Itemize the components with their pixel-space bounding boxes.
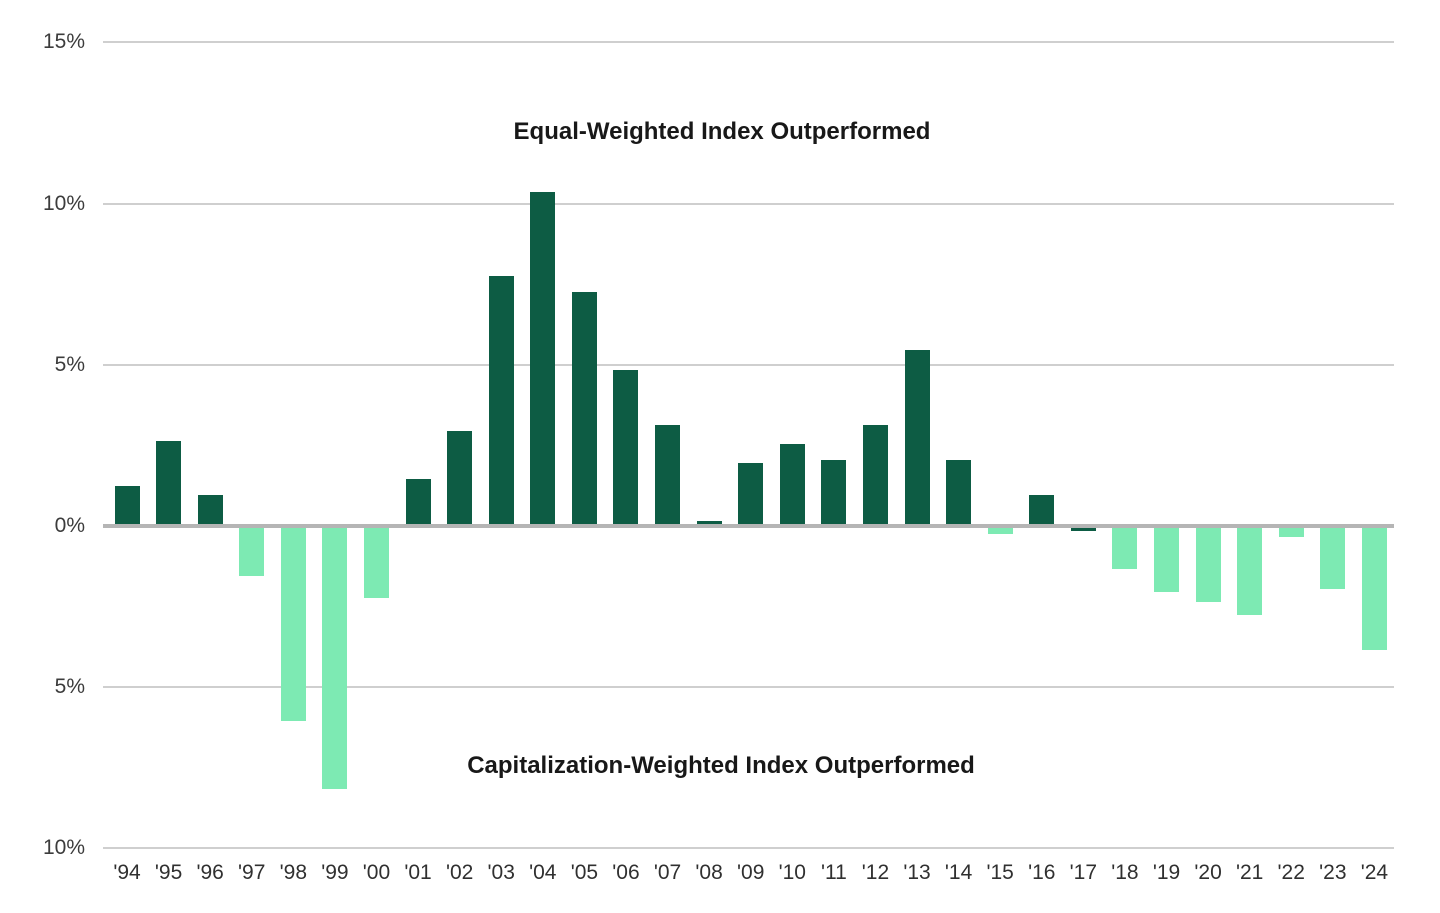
x-tick-label: '97	[238, 861, 266, 884]
y-tick-label: 10%	[42, 836, 85, 860]
bar-12	[862, 424, 888, 525]
bar-20	[1195, 527, 1221, 602]
x-tick-label: '98	[279, 861, 307, 884]
bar-11	[821, 460, 847, 525]
annotation-cap-weighted-outperformed: Capitalization-Weighted Index Outperform…	[467, 752, 975, 779]
bar-96	[197, 495, 223, 525]
bar-94	[114, 485, 140, 525]
gridline-5%-pos	[103, 363, 1394, 366]
x-tick-label: '99	[321, 861, 349, 884]
bar-02	[447, 431, 473, 525]
bar-17	[1070, 527, 1096, 531]
bar-03	[488, 276, 514, 525]
gridline-10%-pos	[103, 202, 1394, 205]
bar-95	[156, 440, 182, 525]
bar-15	[987, 527, 1013, 534]
x-tick-label: '07	[653, 861, 682, 884]
gridline-15%-pos	[103, 41, 1394, 44]
x-tick-label: '95	[154, 861, 183, 884]
bar-08	[696, 521, 722, 525]
x-tick-label: '15	[986, 861, 1014, 884]
x-tick-label: '06	[612, 861, 640, 884]
x-tick-label: '03	[487, 861, 515, 884]
x-tick-label: '02	[445, 861, 474, 884]
y-tick-label: 5%	[54, 675, 85, 699]
bar-97	[239, 527, 265, 576]
x-tick-label: '10	[778, 861, 806, 884]
bar-14	[946, 460, 972, 525]
bar-00	[363, 527, 389, 599]
x-tick-label: '17	[1069, 861, 1098, 884]
y-tick-label: 15%	[42, 30, 85, 54]
x-tick-label: '23	[1319, 861, 1347, 884]
x-tick-label: '96	[196, 861, 224, 884]
bar-05	[571, 292, 597, 525]
bar-99	[322, 527, 348, 789]
bar-24	[1361, 527, 1387, 650]
x-tick-label: '22	[1277, 861, 1305, 884]
bar-07	[655, 424, 681, 525]
bar-22	[1278, 527, 1304, 538]
bar-23	[1320, 527, 1346, 589]
x-tick-label: '04	[529, 861, 557, 884]
x-tick-label: '05	[570, 861, 599, 884]
x-tick-label: '00	[362, 861, 391, 884]
x-tick-label: '94	[113, 861, 141, 884]
bar-18	[1112, 527, 1138, 570]
x-tick-label: '18	[1111, 861, 1139, 884]
bar-04	[530, 192, 556, 525]
x-tick-label: '16	[1028, 861, 1056, 884]
x-tick-label: '21	[1235, 861, 1264, 884]
x-tick-label: '09	[737, 861, 765, 884]
x-tick-label: '13	[903, 861, 931, 884]
annotation-equal-weighted-outperformed: Equal-Weighted Index Outperformed	[513, 118, 931, 145]
x-tick-label: '11	[820, 861, 847, 884]
y-tick-label: 10%	[42, 191, 85, 215]
bar-13	[904, 350, 930, 525]
gridline-5%-neg	[103, 686, 1394, 689]
bar-21	[1237, 527, 1263, 615]
zero-baseline	[103, 524, 1394, 528]
bar-98	[280, 527, 306, 721]
x-tick-label: '14	[944, 861, 973, 884]
x-tick-label: '08	[695, 861, 723, 884]
x-tick-label: '12	[861, 861, 890, 884]
x-tick-label: '01	[404, 861, 432, 884]
x-tick-label: '24	[1360, 861, 1389, 884]
x-tick-label: '19	[1152, 861, 1181, 884]
gridline-10%-neg	[103, 847, 1394, 850]
bar-06	[613, 369, 639, 525]
bar-19	[1154, 527, 1179, 592]
y-tick-label: 5%	[54, 352, 85, 376]
bar-09	[738, 463, 764, 525]
x-tick-label: '20	[1194, 861, 1222, 884]
bar-10	[779, 443, 805, 525]
bar-01	[405, 479, 431, 525]
y-tick-label: 0%	[54, 514, 85, 537]
bar-16	[1029, 495, 1055, 525]
